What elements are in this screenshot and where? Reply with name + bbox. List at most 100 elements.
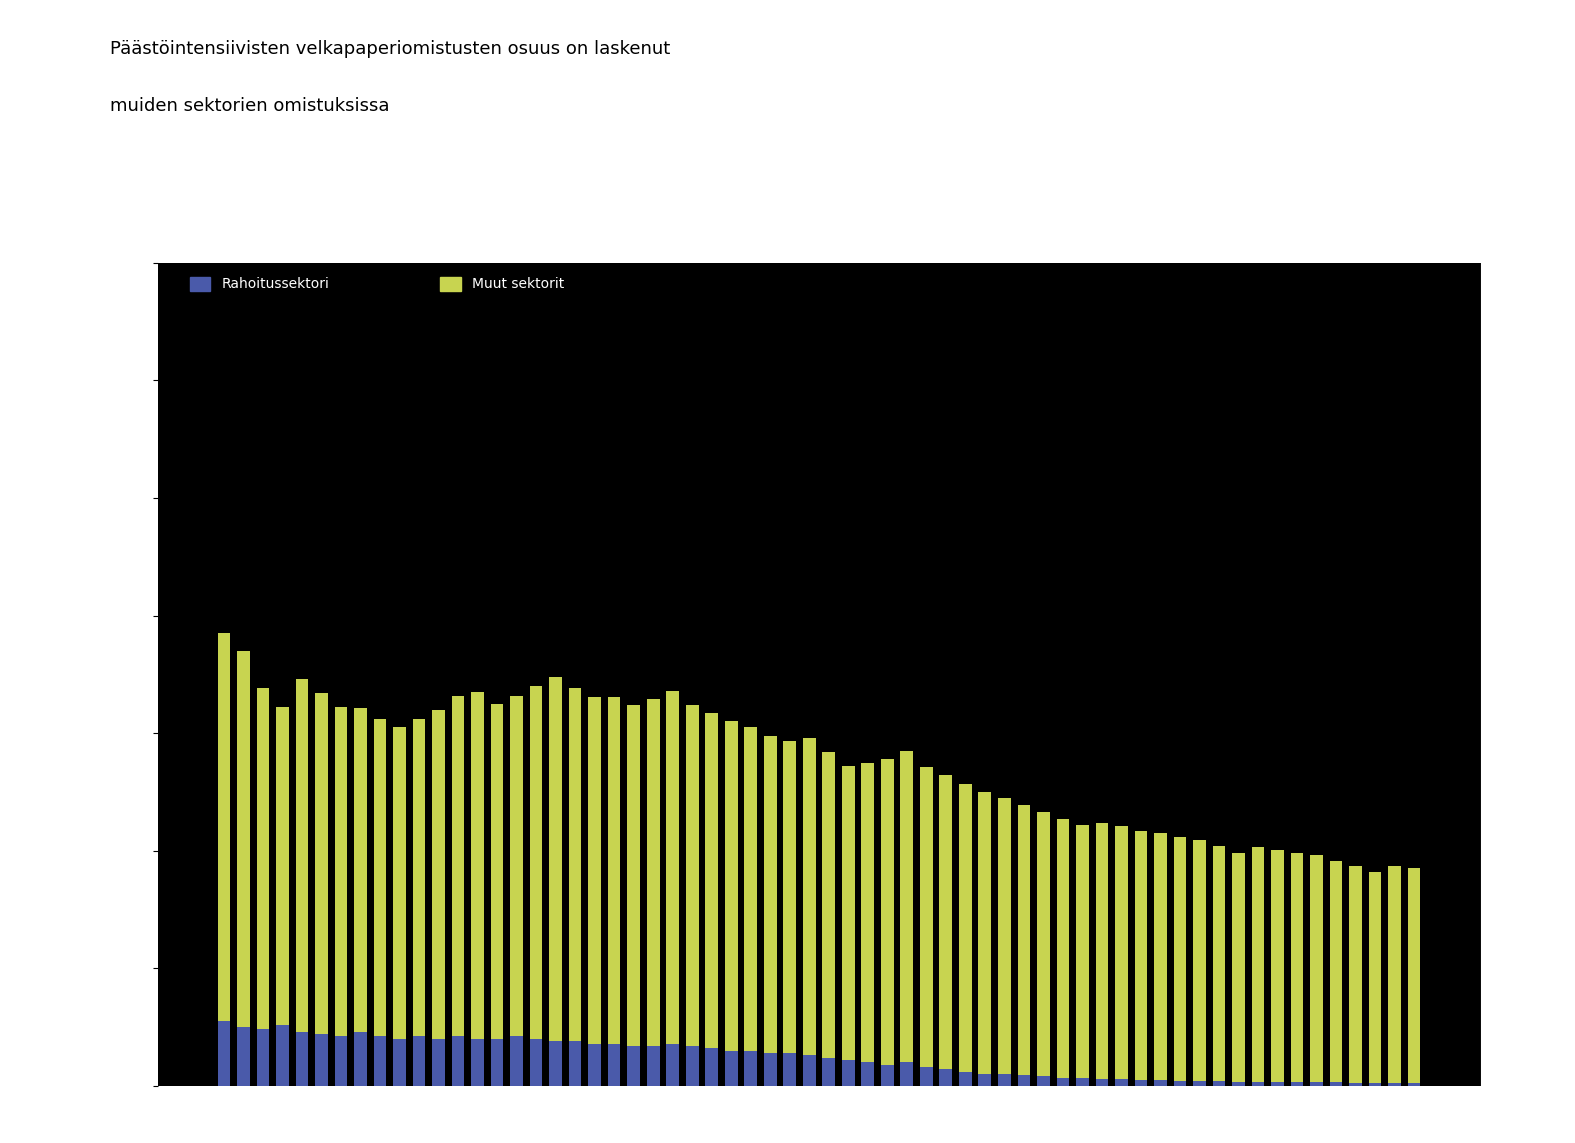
- Bar: [1290, 853, 1303, 1082]
- Bar: [939, 775, 953, 1070]
- Bar: [666, 690, 679, 1044]
- Bar: [843, 1060, 855, 1086]
- Bar: [335, 1037, 348, 1086]
- Bar: [959, 784, 972, 1072]
- Bar: [685, 705, 699, 1046]
- Bar: [1271, 1082, 1284, 1086]
- Bar: [432, 1039, 444, 1086]
- Bar: [724, 721, 737, 1050]
- Legend: Rahoitussektori, Muut sektorit: Rahoitussektori, Muut sektorit: [184, 271, 570, 297]
- Bar: [959, 1072, 972, 1086]
- Bar: [647, 1046, 660, 1086]
- Bar: [510, 1037, 523, 1086]
- Bar: [1076, 825, 1088, 1078]
- Bar: [257, 1030, 269, 1086]
- Bar: [1310, 1082, 1323, 1086]
- Bar: [1115, 826, 1128, 1079]
- Bar: [373, 1037, 386, 1086]
- Bar: [529, 686, 542, 1039]
- Bar: [1329, 1082, 1342, 1086]
- Bar: [901, 1062, 914, 1086]
- Bar: [1036, 1077, 1049, 1086]
- Bar: [569, 1041, 581, 1086]
- Bar: [217, 633, 230, 1021]
- Bar: [862, 1062, 874, 1086]
- Bar: [706, 1048, 718, 1086]
- Bar: [627, 1046, 639, 1086]
- Bar: [999, 1074, 1011, 1086]
- Bar: [589, 1044, 602, 1086]
- Bar: [1017, 805, 1030, 1076]
- Bar: [217, 1021, 230, 1086]
- Bar: [335, 708, 348, 1037]
- Bar: [589, 697, 602, 1044]
- Bar: [1271, 849, 1284, 1082]
- Bar: [1057, 820, 1069, 1078]
- Bar: [276, 1025, 288, 1086]
- Bar: [238, 1028, 250, 1086]
- Bar: [901, 751, 914, 1062]
- Bar: [1388, 1084, 1400, 1086]
- Bar: [745, 727, 758, 1050]
- Bar: [1036, 812, 1049, 1077]
- Bar: [1213, 1081, 1225, 1086]
- Bar: [783, 1053, 795, 1086]
- Text: Päästöintensiivisten velkapaperiomistusten osuus on laskenut: Päästöintensiivisten velkapaperiomistust…: [110, 40, 671, 58]
- Bar: [238, 650, 250, 1028]
- Bar: [394, 1039, 406, 1086]
- Bar: [1194, 840, 1206, 1081]
- Bar: [1173, 837, 1186, 1081]
- Bar: [880, 759, 893, 1064]
- Bar: [783, 742, 795, 1053]
- Bar: [764, 1053, 776, 1086]
- Bar: [1232, 853, 1244, 1082]
- Text: muiden sektorien omistuksissa: muiden sektorien omistuksissa: [110, 97, 389, 115]
- Bar: [1194, 1081, 1206, 1086]
- Bar: [1369, 872, 1381, 1084]
- Bar: [413, 719, 425, 1037]
- Bar: [647, 700, 660, 1046]
- Bar: [354, 709, 367, 1032]
- Bar: [491, 1039, 504, 1086]
- Bar: [608, 697, 621, 1044]
- Bar: [939, 1070, 953, 1086]
- Bar: [1096, 823, 1109, 1079]
- Bar: [569, 688, 581, 1041]
- Bar: [764, 735, 776, 1053]
- Bar: [706, 713, 718, 1048]
- Bar: [373, 719, 386, 1037]
- Bar: [1096, 1079, 1109, 1086]
- Bar: [550, 1041, 562, 1086]
- Bar: [529, 1039, 542, 1086]
- Bar: [452, 1037, 465, 1086]
- Bar: [491, 704, 504, 1039]
- Bar: [685, 1046, 699, 1086]
- Bar: [471, 692, 484, 1039]
- Bar: [1329, 862, 1342, 1082]
- Bar: [1252, 847, 1265, 1082]
- Bar: [920, 1068, 932, 1086]
- Bar: [803, 738, 816, 1055]
- Bar: [1310, 855, 1323, 1082]
- Bar: [1408, 869, 1421, 1084]
- Bar: [608, 1044, 621, 1086]
- Bar: [1290, 1082, 1303, 1086]
- Bar: [1408, 1084, 1421, 1086]
- Bar: [862, 762, 874, 1062]
- Bar: [296, 1032, 309, 1086]
- Bar: [354, 1032, 367, 1086]
- Bar: [745, 1050, 758, 1086]
- Bar: [432, 710, 444, 1039]
- Bar: [803, 1055, 816, 1086]
- Bar: [627, 705, 639, 1046]
- Bar: [1154, 833, 1167, 1080]
- Bar: [724, 1050, 737, 1086]
- Bar: [880, 1064, 893, 1086]
- Bar: [1213, 846, 1225, 1081]
- Bar: [550, 677, 562, 1041]
- Bar: [510, 696, 523, 1037]
- Bar: [1369, 1084, 1381, 1086]
- Bar: [666, 1044, 679, 1086]
- Bar: [1076, 1078, 1088, 1086]
- Bar: [1154, 1080, 1167, 1086]
